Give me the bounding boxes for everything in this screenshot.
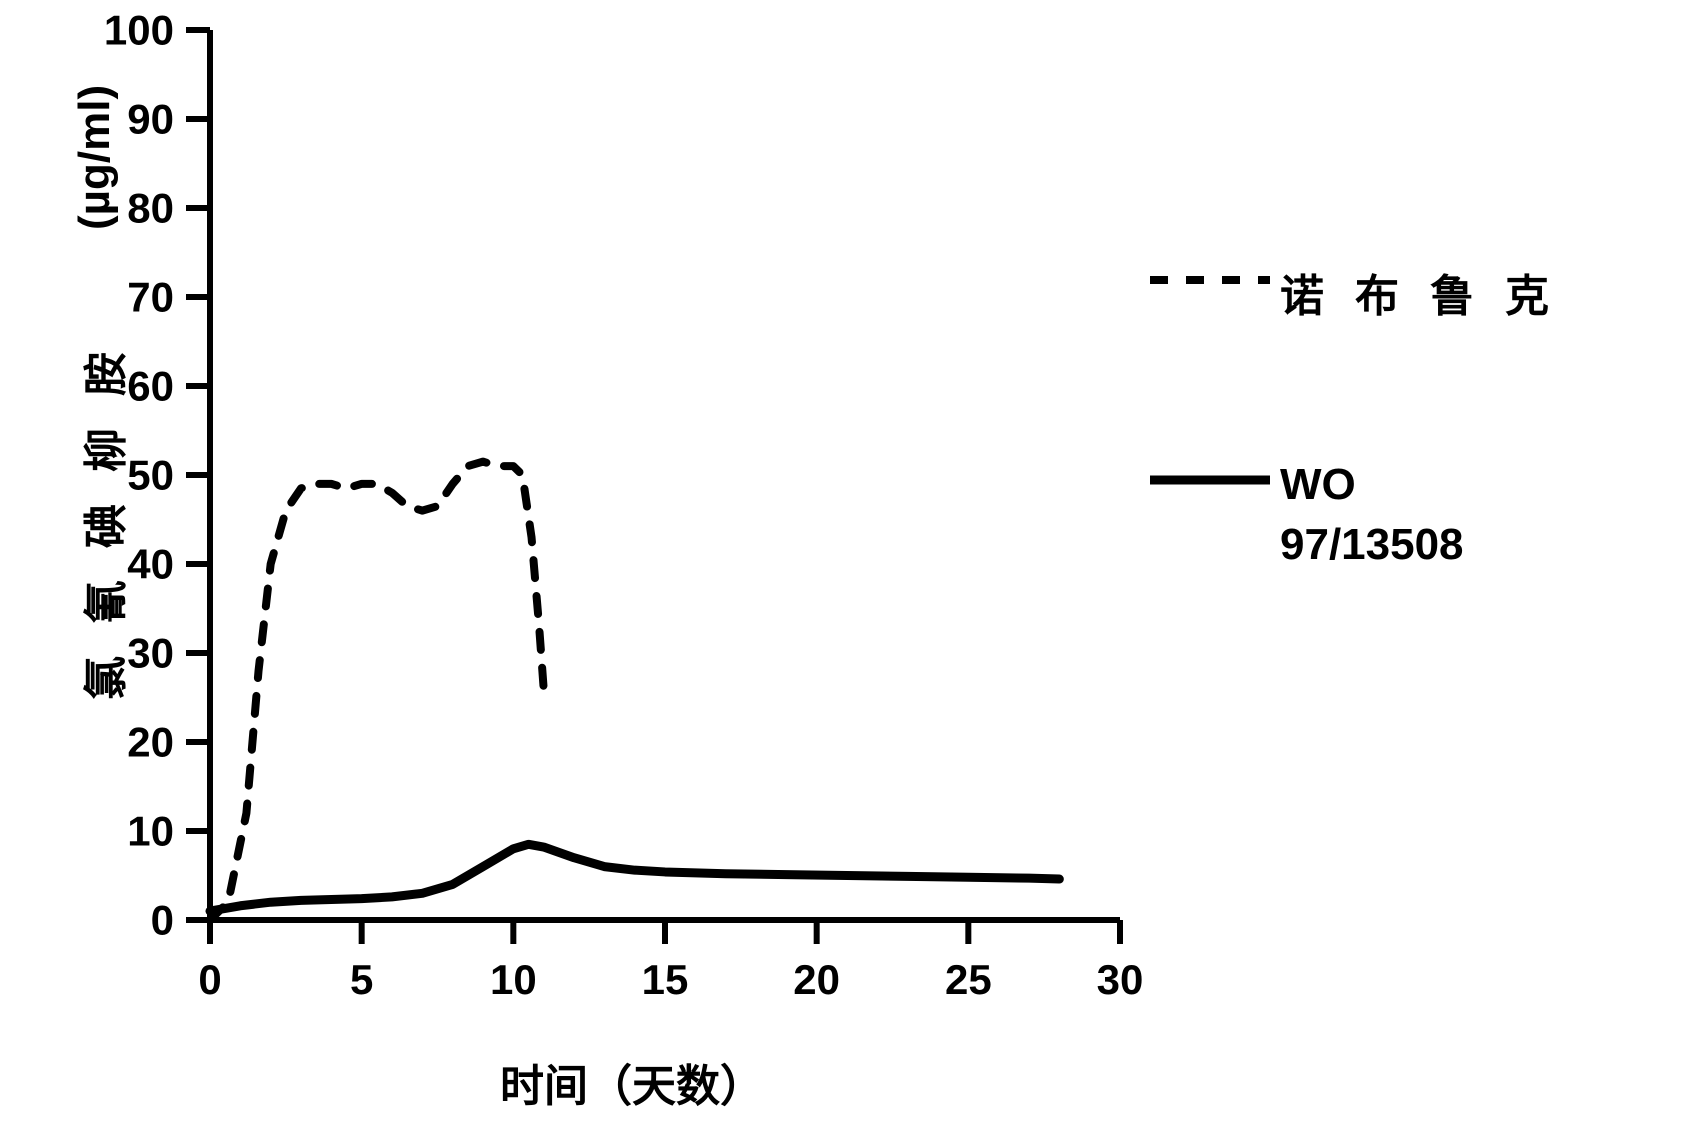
- svg-text:10: 10: [127, 808, 174, 855]
- series-wo9713508: [210, 844, 1059, 911]
- svg-text:30: 30: [127, 630, 174, 677]
- svg-text:25: 25: [945, 956, 992, 1003]
- svg-text:50: 50: [127, 452, 174, 499]
- legend-label-wo-num: 97/13508: [1280, 520, 1464, 570]
- x-axis-label: 时间（天数）: [500, 1050, 764, 1114]
- svg-text:15: 15: [642, 956, 689, 1003]
- svg-text:80: 80: [127, 185, 174, 232]
- svg-text:10: 10: [490, 956, 537, 1003]
- svg-text:0: 0: [198, 956, 221, 1003]
- legend-label-wo: WO: [1280, 460, 1356, 510]
- svg-text:90: 90: [127, 96, 174, 143]
- svg-text:20: 20: [793, 956, 840, 1003]
- concentration-chart: 0 10 20 30 40 50 60 70 80 90 100 0 5 10 15 20 25 30: [0, 0, 1694, 1143]
- y-axis-label-cn: 氯氰碘柳胺: [70, 320, 134, 700]
- y-axis-label-unit: (µg/ml): [70, 85, 120, 230]
- series-nuobuluke: [210, 462, 544, 920]
- svg-text:40: 40: [127, 541, 174, 588]
- svg-text:60: 60: [127, 363, 174, 410]
- svg-text:0: 0: [151, 897, 174, 944]
- svg-text:30: 30: [1097, 956, 1144, 1003]
- svg-text:5: 5: [350, 956, 373, 1003]
- legend-label-nuobuluke: 诺 布 鲁 克: [1280, 260, 1559, 324]
- svg-text:100: 100: [104, 7, 174, 54]
- svg-text:20: 20: [127, 719, 174, 766]
- svg-text:70: 70: [127, 274, 174, 321]
